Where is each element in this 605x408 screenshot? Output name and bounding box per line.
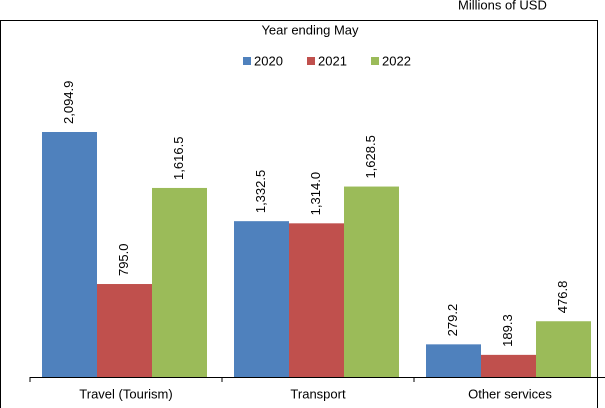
unit-label: Millions of USD <box>458 0 547 12</box>
value-label: 1,332.5 <box>253 170 268 213</box>
x-tick-label: Other services <box>468 386 552 401</box>
value-label: 1,616.5 <box>171 137 186 180</box>
bar <box>42 132 97 377</box>
legend-label: 2022 <box>382 53 411 68</box>
value-label: 189.3 <box>500 314 515 347</box>
bar <box>234 221 289 377</box>
value-label: 1,628.5 <box>363 135 378 178</box>
value-label: 279.2 <box>445 304 460 337</box>
subtitle: Year ending May <box>261 22 359 37</box>
x-tick-label: Transport <box>290 386 346 401</box>
bar <box>152 187 207 377</box>
bar <box>97 284 152 377</box>
bar <box>289 223 344 377</box>
legend-swatch <box>371 57 379 65</box>
value-label: 476.8 <box>555 281 570 314</box>
legend-label: 2021 <box>318 53 347 68</box>
bar <box>426 344 481 377</box>
chart-frame <box>0 20 598 408</box>
bar <box>536 321 591 377</box>
value-label: 795.0 <box>116 243 131 276</box>
value-label: 2,094.9 <box>61 81 76 124</box>
legend-swatch <box>307 57 315 65</box>
value-label: 1,314.0 <box>308 172 323 215</box>
legend-label: 2020 <box>254 53 283 68</box>
legend-swatch <box>243 57 251 65</box>
bar <box>344 186 399 377</box>
bar <box>481 354 536 377</box>
x-tick-label: Travel (Tourism) <box>79 386 172 401</box>
